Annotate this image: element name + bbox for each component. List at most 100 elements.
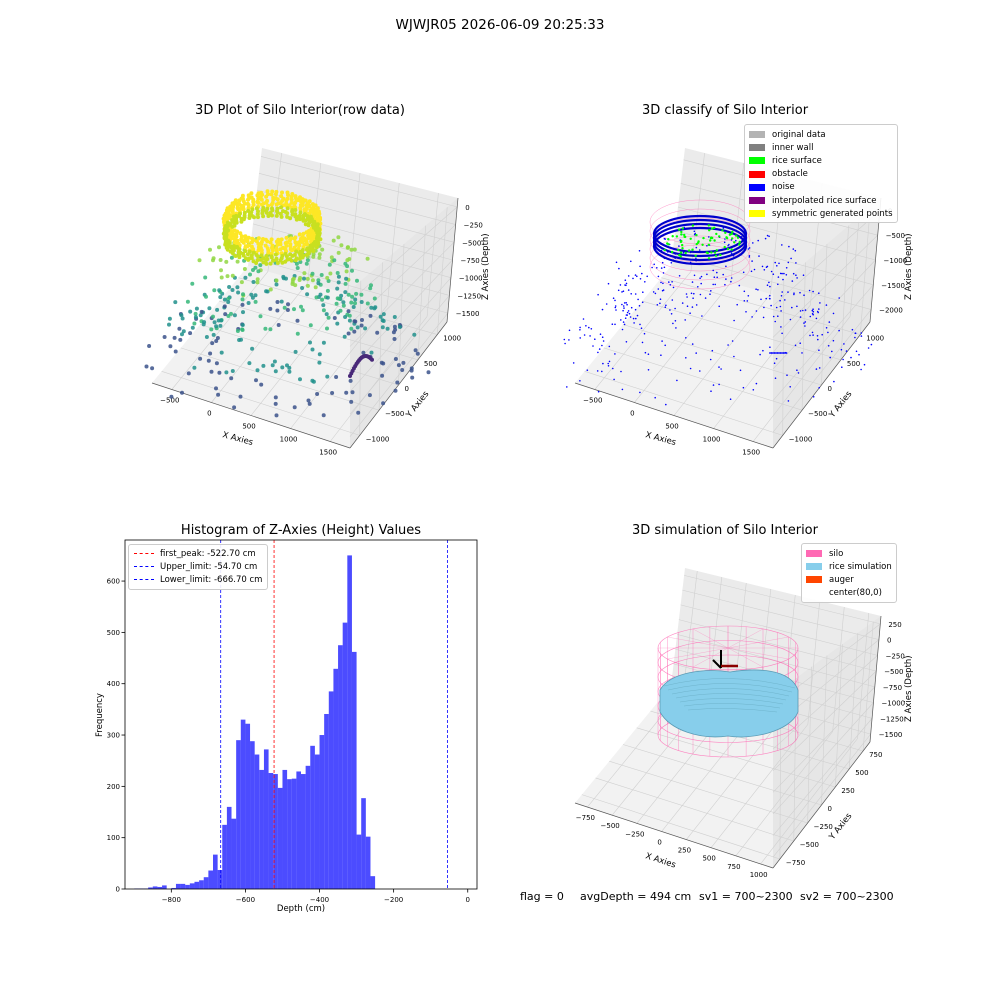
classify-noise-point [799,291,801,294]
classify-rice-point [710,251,713,254]
raw-data-point [353,297,358,302]
classify-noise-point [860,368,862,371]
classify-rice-point [713,239,716,242]
raw-data-point [224,245,229,250]
raw-data-point [249,292,254,297]
raw-data-point [296,246,301,251]
raw-data-point [344,390,349,395]
histogram-legend-label: Lower_limit: -666.70 cm [160,574,263,585]
classify-noise-point [789,318,792,321]
classify-silo-outline [649,244,751,290]
raw-data-point [229,376,234,381]
classify-noise-point [710,390,712,393]
classify-noise-point [742,386,745,389]
raw-3d-plot[interactable]: −500 0 500 1000 1500 −1000 −500 0 500 1000 0 −250 −5… [0,0,500,500]
raw-data-point [344,269,349,274]
simulation-grid-y [835,644,843,788]
histogram-legend-item: Upper_limit: -54.70 cm [134,560,262,573]
classify-x-axis-line [574,382,774,449]
simulation-z-axis-line [869,615,882,743]
raw-data-point [226,300,231,304]
rice-mesh-line [687,708,778,713]
raw-data-point [298,260,303,264]
classify-rice-point [711,236,714,240]
raw-data-point [249,191,254,196]
raw-data-point [324,312,329,317]
raw-data-point [306,398,311,403]
raw-data-point [289,258,294,263]
raw-data-point [288,238,292,243]
classify-noise-point [755,382,758,385]
raw-data-point [278,211,283,216]
histogram-bar [194,881,200,889]
classify-noise-point [614,353,616,355]
raw-data-point [297,240,301,245]
raw-data-point [334,375,339,379]
raw-data-point [144,364,149,369]
raw-data-point [361,350,366,355]
classify-rice-point [677,248,680,252]
raw-data-point [266,203,271,208]
classify-rice-point [707,243,710,246]
classify-noise-point [652,291,655,293]
histogram-bar [296,771,301,889]
classify-legend-swatch [749,157,765,165]
raw-data-point [359,300,364,304]
classify-noise-point [797,372,800,374]
raw-data-point [284,243,289,248]
classify-noise-point [699,277,701,280]
classify-grid-y [603,347,803,411]
raw-data-point [235,259,240,264]
classify-legend-swatch [749,197,765,205]
classify-legend-item: original data [749,128,893,141]
simulation-grid-z [772,686,876,793]
histogram-chart: −800 −600 −400 −200 0 0 100 200 300 400 500 600 Dep… [95,539,478,914]
classify-noise-point [709,293,711,296]
classify-noise-point [854,332,857,335]
raw-data-point [368,313,373,318]
classify-noise-point [672,322,674,325]
raw-data-point [173,300,178,305]
classify-legend-label: symmetric generated points [772,208,893,219]
raw-xtick-label: 1000 [280,436,298,444]
classify-noise-point [663,266,666,269]
classify-noise-point [689,312,691,315]
histogram-bar [157,886,163,889]
raw-data-point [285,206,290,211]
classify-noise-point [566,386,568,388]
simulation-y-axis-line [772,741,871,869]
raw-data-point [298,207,303,212]
histogram-bar [250,741,255,889]
raw-data-point [294,249,299,254]
raw-data-point [278,201,283,206]
raw-data-point [341,303,346,308]
classify-noise-point [661,340,663,342]
raw-data-point [285,308,290,312]
classify-3d-plot[interactable]: −500050010001500−1000−500050010000−500−1… [500,0,1000,500]
raw-data-point [194,306,199,311]
classify-noise-point [723,241,726,244]
classify-legend-item: noise [749,181,893,194]
classify-noise-point [608,360,611,363]
simulation-3d-plot[interactable]: −750 −500 −250 0 250 500 750 1000 −750 −500 −250 0 2… [500,500,1000,900]
classify-noise-point [751,260,753,262]
classify-noise-point [588,326,590,329]
classify-xtick-label: 1500 [742,449,760,457]
raw-data-point [343,315,348,319]
histogram-ylabel: Frequency [95,693,105,737]
raw-data-point [248,272,252,277]
raw-data-point [239,234,244,239]
classify-noise-point [769,297,771,300]
raw-data-point [314,295,319,300]
raw-data-point [219,275,224,280]
raw-xtick-label: −500 [160,397,179,405]
raw-data-point [284,254,289,259]
raw-data-point [292,405,297,410]
raw-data-point [321,308,326,313]
classify-rice-point [709,239,712,242]
raw-data-point [273,401,278,406]
raw-data-point [300,308,305,313]
raw-data-point [339,243,344,248]
classify-legend-swatch [749,183,765,191]
classify-rice-point [731,237,734,240]
